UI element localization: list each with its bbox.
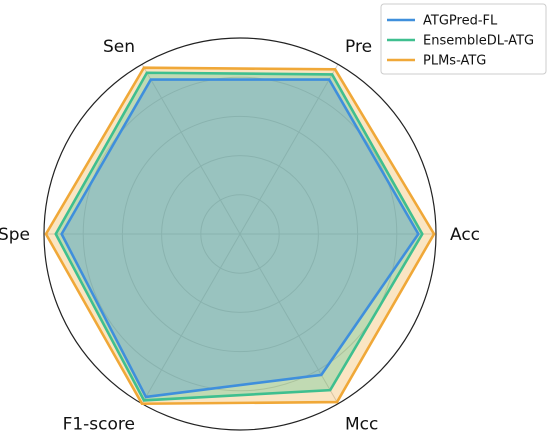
legend: ATGPred-FL EnsembleDL-ATG PLMs-ATG	[380, 3, 547, 75]
series-line-ensembledl-atg	[54, 71, 424, 402]
axis-label-acc: Acc	[450, 225, 480, 245]
grid-spoke-pre	[239, 64, 339, 235]
series-area-ensembledl-atg	[55, 72, 423, 401]
legend-label-ensembledl-atg: EnsembleDL-ATG	[423, 34, 534, 49]
axis-label-mcc: Mcc	[345, 415, 378, 435]
legend-label-atgpred-fl: ATGPred-FL	[423, 14, 498, 29]
series-line-plms-atg	[44, 66, 436, 406]
legend-label-plms-atg: PLMs-ATG	[423, 54, 486, 69]
axis-label-spe: Spe	[0, 225, 30, 245]
grid-spoke-sen	[141, 64, 241, 235]
series-area-plms-atg	[45, 67, 435, 404]
axis-label-pre: Pre	[345, 37, 372, 57]
legend-box	[380, 3, 547, 75]
axis-label-sen: Sen	[103, 37, 135, 57]
radar-series-layer	[44, 66, 436, 406]
outer-frame-circle	[43, 37, 437, 431]
axis-labels: Acc Pre Sen Spe F1-score Mcc	[0, 37, 480, 434]
axis-label-f1-score: F1-score	[63, 415, 135, 435]
grid-spoke-f1-score	[141, 233, 241, 404]
series-area-atgpred-fl	[61, 79, 419, 397]
series-line-atgpred-fl	[60, 78, 420, 399]
